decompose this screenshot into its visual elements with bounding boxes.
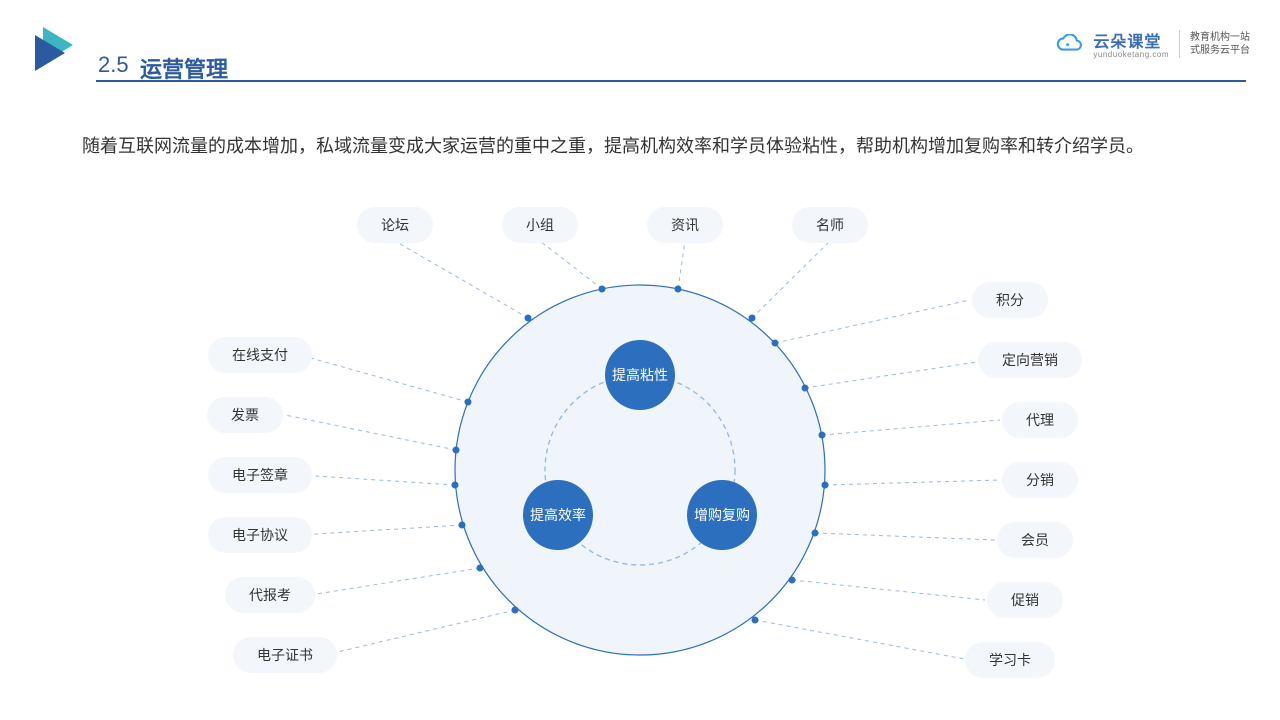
pill-top-0: 论坛 xyxy=(357,207,433,243)
pill-left-4: 代报考 xyxy=(225,577,315,613)
pill-right-2: 代理 xyxy=(1002,402,1078,438)
pill-top-3: 名师 xyxy=(792,207,868,243)
title-underline xyxy=(96,80,1246,82)
brand-name: 云朵课堂 xyxy=(1093,34,1161,51)
pill-right-5: 促销 xyxy=(987,582,1063,618)
pill-top-2: 资讯 xyxy=(647,207,723,243)
center-node-2: 增购复购 xyxy=(687,480,757,550)
cloud-icon xyxy=(1055,34,1083,54)
pill-left-2: 电子签章 xyxy=(208,457,312,493)
center-node-0: 提高粘性 xyxy=(605,340,675,410)
pill-right-6: 学习卡 xyxy=(965,642,1055,678)
pill-left-5: 电子证书 xyxy=(233,637,337,673)
intro-paragraph: 随着互联网流量的成本增加，私域流量变成大家运营的重中之重，提高机构效率和学员体验… xyxy=(82,130,1222,162)
brand-logo: 云朵课堂 yunduoketang.com 教育机构一站 式服务云平台 xyxy=(1055,28,1250,59)
section-number: 2.5 xyxy=(98,52,129,78)
pill-right-4: 会员 xyxy=(997,522,1073,558)
pill-right-0: 积分 xyxy=(972,282,1048,318)
pill-left-0: 在线支付 xyxy=(208,337,312,373)
logo-divider xyxy=(1179,30,1180,58)
pill-right-1: 定向营销 xyxy=(978,342,1082,378)
center-node-1: 提高效率 xyxy=(523,480,593,550)
pill-left-1: 发票 xyxy=(207,397,283,433)
brand-tagline: 教育机构一站 式服务云平台 xyxy=(1190,31,1250,57)
brand-url: yunduoketang.com xyxy=(1093,50,1169,59)
pill-left-3: 电子协议 xyxy=(208,517,312,553)
corner-play-icon xyxy=(0,0,90,90)
pill-top-1: 小组 xyxy=(502,207,578,243)
pill-right-3: 分销 xyxy=(1002,462,1078,498)
